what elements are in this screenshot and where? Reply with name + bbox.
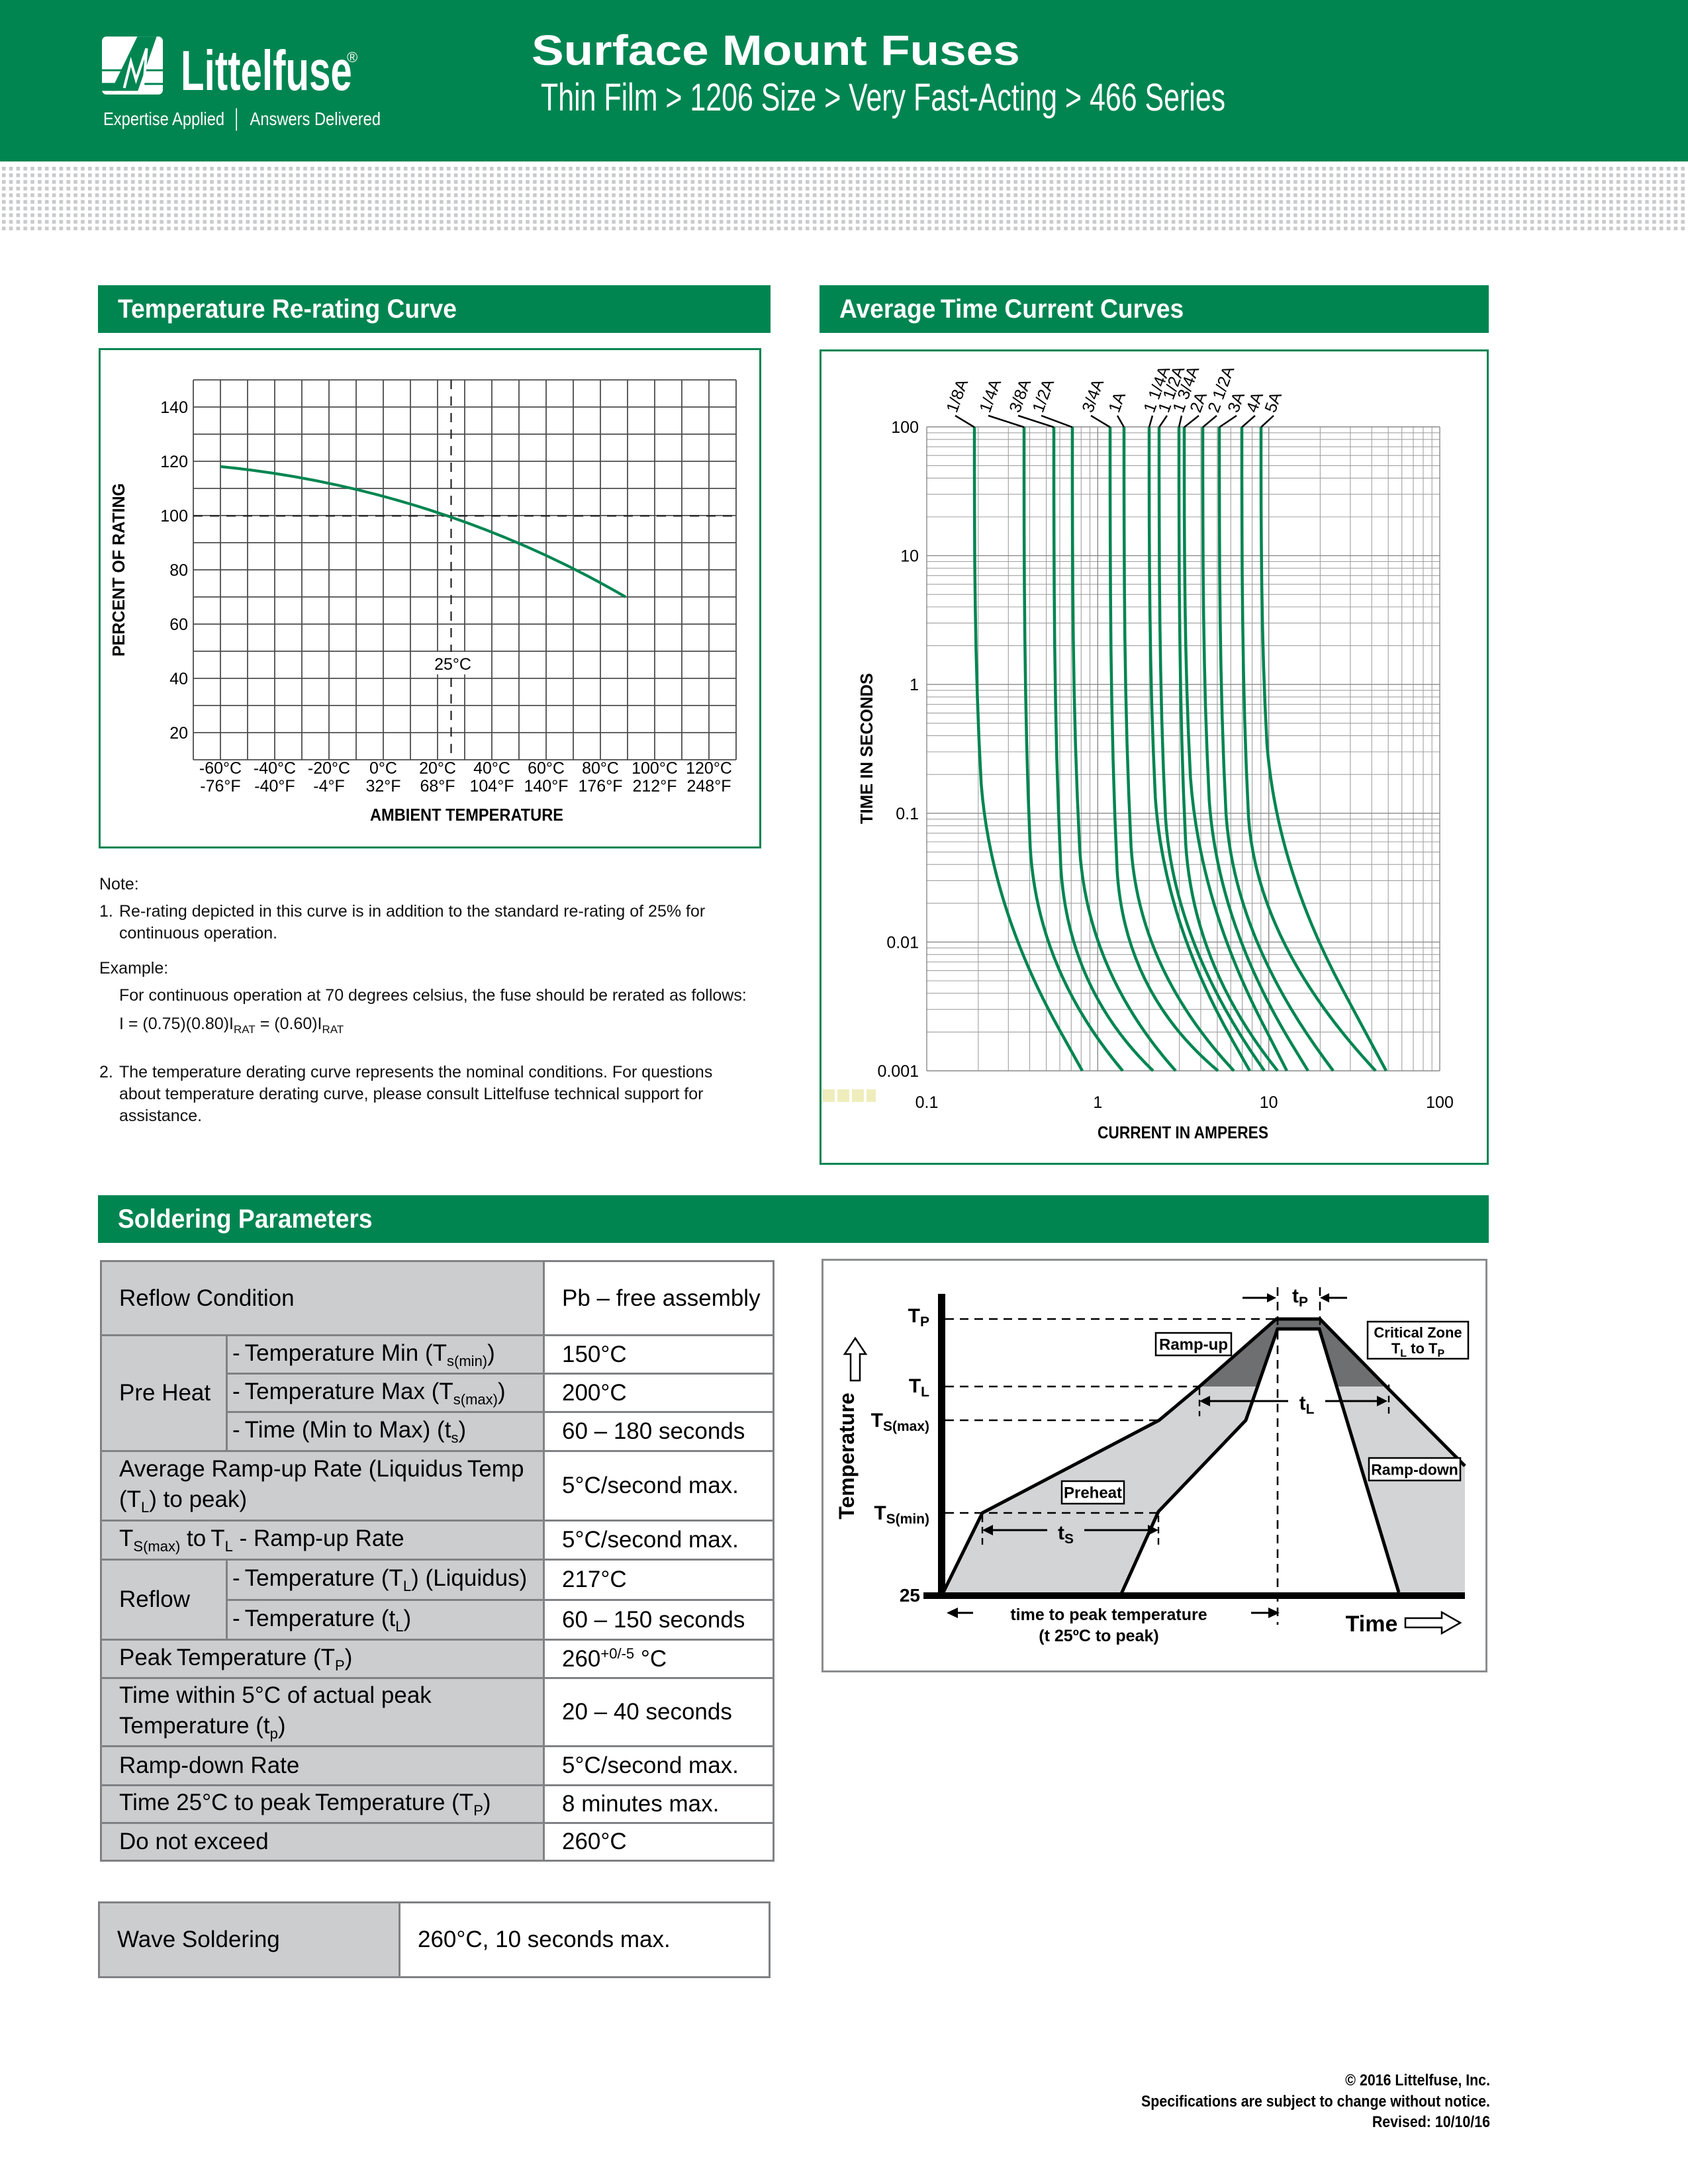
svg-text:PERCENT OF RATING: PERCENT OF RATING (109, 483, 128, 657)
svg-text:140: 140 (160, 398, 188, 417)
svg-text:0.001: 0.001 (877, 1062, 919, 1081)
svg-text:10: 10 (900, 547, 919, 566)
svg-text:TL to TP: TL to TP (1391, 1340, 1445, 1359)
svg-text:Ramp-down: Ramp-down (1371, 1461, 1458, 1478)
svg-text:0.1: 0.1 (896, 805, 919, 823)
svg-text:1: 1 (910, 676, 919, 694)
svg-text:1: 1 (1093, 1093, 1102, 1112)
svg-text:-40°C: -40°C (254, 759, 296, 778)
svg-text:60: 60 (169, 615, 188, 634)
svg-text:0.1: 0.1 (915, 1093, 939, 1112)
svg-text:Critical Zone: Critical Zone (1374, 1324, 1462, 1341)
svg-text:Temperature: Temperature (835, 1392, 859, 1519)
svg-text:25: 25 (900, 1585, 920, 1606)
svg-text:40°C: 40°C (473, 759, 510, 778)
svg-text:104°F: 104°F (470, 777, 514, 796)
svg-text:120: 120 (160, 453, 188, 471)
svg-text:0.01: 0.01 (886, 933, 919, 952)
svg-text:176°F: 176°F (579, 777, 623, 796)
svg-text:-4°F: -4°F (313, 777, 345, 796)
svg-text:32°F: 32°F (365, 777, 400, 796)
svg-text:AMBIENT TEMPERATURE: AMBIENT TEMPERATURE (370, 805, 563, 825)
svg-text:Time: Time (1346, 1612, 1398, 1637)
svg-text:100°C: 100°C (632, 759, 678, 778)
svg-text:-40°F: -40°F (254, 777, 295, 796)
svg-text:80°C: 80°C (582, 759, 619, 778)
svg-text:20: 20 (169, 724, 188, 743)
svg-text:(t 25ºC to peak): (t 25ºC to peak) (1039, 1627, 1158, 1645)
svg-text:-20°C: -20°C (308, 759, 350, 778)
svg-text:10: 10 (1260, 1093, 1278, 1112)
svg-text:-76°F: -76°F (200, 777, 240, 796)
svg-text:100: 100 (891, 418, 919, 437)
svg-text:212°F: 212°F (633, 777, 677, 796)
svg-text:140°F: 140°F (524, 777, 569, 796)
svg-text:-60°C: -60°C (199, 759, 242, 778)
svg-text:time to peak temperature: time to peak temperature (1010, 1606, 1207, 1624)
svg-text:60°C: 60°C (528, 759, 565, 778)
svg-text:CURRENT IN AMPERES: CURRENT IN AMPERES (1098, 1122, 1268, 1142)
svg-text:Ramp-up: Ramp-up (1159, 1336, 1228, 1354)
svg-text:20°C: 20°C (419, 759, 456, 778)
svg-text:120°C: 120°C (686, 759, 732, 778)
svg-text:25°C: 25°C (434, 655, 471, 674)
svg-text:80: 80 (169, 561, 188, 580)
svg-text:40: 40 (169, 670, 188, 688)
svg-text:TIME IN SECONDS: TIME IN SECONDS (857, 673, 876, 824)
svg-text:100: 100 (1426, 1093, 1454, 1112)
svg-text:248°F: 248°F (687, 777, 731, 796)
svg-text:68°F: 68°F (420, 777, 455, 796)
svg-text:TP: TP (908, 1305, 929, 1330)
svg-text:0°C: 0°C (369, 759, 397, 778)
svg-text:100: 100 (160, 507, 188, 525)
svg-text:Preheat: Preheat (1064, 1484, 1122, 1502)
